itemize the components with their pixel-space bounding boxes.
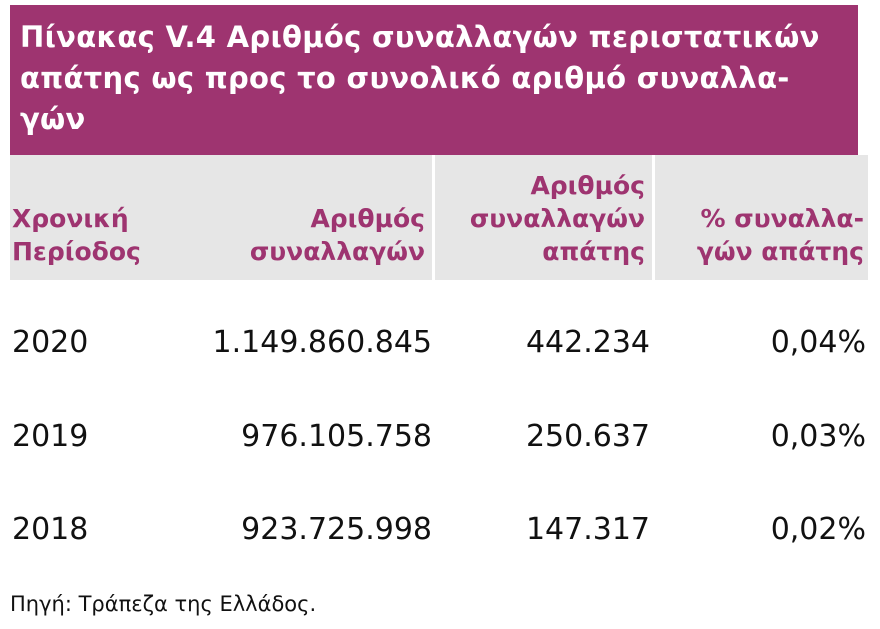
column-separator [652,155,655,280]
header-cell: Αριθμός συναλλαγών [250,202,425,268]
header-line: απάτης [542,237,645,266]
column-separator [432,155,435,280]
header-line: % συναλλα- [700,204,864,233]
header-line: Αριθμός [530,171,645,200]
table-title: Πίνακας V.4 Αριθμός συναλλαγών περιστατι… [10,5,858,155]
source-note: Πηγή: Τράπεζα της Ελλάδος. [10,592,317,616]
table-cell: 442.234 [525,325,650,360]
table-cell: 1.149.860.845 [212,325,432,360]
table-cell: 2018 [12,512,89,547]
table-cell: 2019 [12,419,89,454]
table-cell: 0,04% [770,325,866,360]
table-cell: 976.105.758 [241,419,432,454]
table-cell: 0,03% [770,419,866,454]
title-line: Πίνακας V.4 Αριθμός συναλλαγών περιστατι… [20,20,820,54]
header-row [10,155,868,280]
header-cell: Αριθμός συναλλαγών απάτης [470,169,645,268]
header-line: συναλλαγών [249,237,425,266]
table-cell: 250.637 [525,419,650,454]
table-cell: 923.725.998 [241,512,432,547]
table-cell: 2020 [12,325,89,360]
table-cell: 0,02% [770,512,866,547]
table-cell: 147.317 [525,512,650,547]
title-line: γών [20,102,86,136]
header-cell: % συναλλα-γών απάτης [697,202,864,268]
header-cell: Χρονική Περίοδος [12,202,141,268]
header-line: γών απάτης [696,237,864,266]
header-line: Αριθμός [310,204,425,233]
header-line: συναλλαγών [469,204,645,233]
header-line: Περίοδος [12,237,141,266]
header-line: Χρονική [12,204,129,233]
title-line: απάτης ως προς το συνολικό αριθμό συναλλ… [20,61,790,95]
